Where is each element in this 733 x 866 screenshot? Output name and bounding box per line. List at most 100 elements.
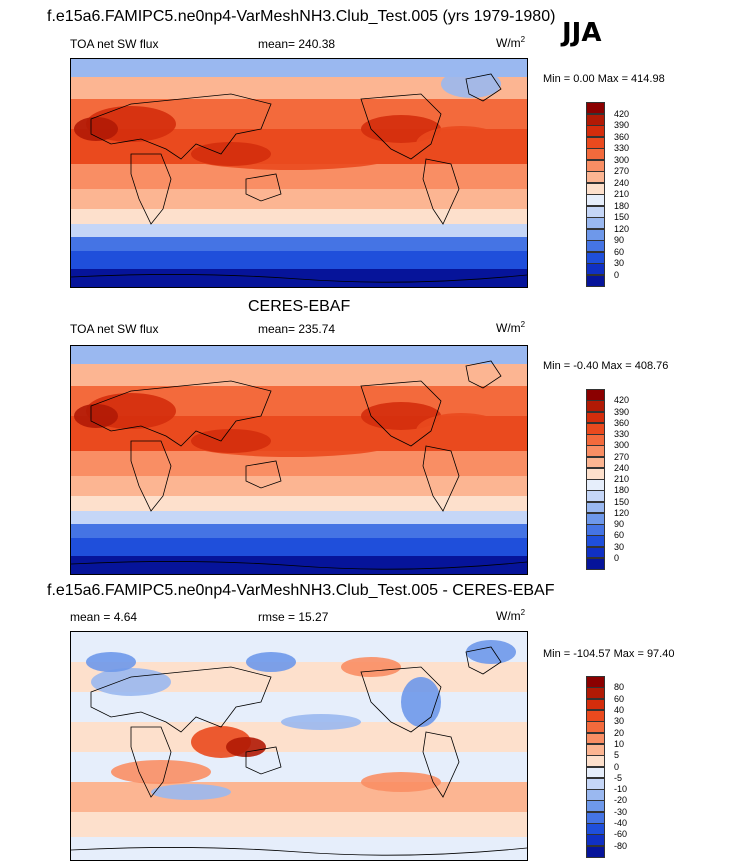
colorbar-tick-label: 80 <box>614 682 625 693</box>
map-band <box>71 77 527 99</box>
map-field-patch <box>111 760 211 784</box>
colorbar-cell <box>586 755 605 767</box>
colorbar-tick-label: -30 <box>614 806 628 817</box>
colorbar-cell <box>586 557 605 570</box>
colorbar-cell <box>586 687 605 700</box>
colorbar-tick-label: 30 <box>614 716 625 727</box>
panel3-title: f.e15a6.FAMIPC5.ne0np4-VarMeshNH3.Club_T… <box>47 582 555 599</box>
colorbar-cell <box>586 743 605 756</box>
colorbar-tick-label: 420 <box>614 395 630 406</box>
map-band <box>71 269 527 287</box>
map-field-patch <box>226 737 266 757</box>
colorbar-tick-label: 240 <box>614 462 630 473</box>
colorbar-tick-label: 150 <box>614 496 630 507</box>
panel3-map-svg <box>71 632 527 860</box>
map-band <box>71 782 527 812</box>
coastline <box>71 561 527 570</box>
colorbar-cell <box>586 411 605 424</box>
colorbar-cell <box>586 501 605 514</box>
map-band <box>71 476 527 496</box>
colorbar-tick-label: -80 <box>614 840 628 851</box>
colorbar-tick-label: 90 <box>614 235 625 245</box>
coastline <box>360 93 442 160</box>
colorbar-tick-label: -10 <box>614 784 628 795</box>
colorbar-tick-label: 360 <box>614 417 630 428</box>
coastline <box>130 153 172 225</box>
map-field-patch <box>74 404 118 428</box>
map-field-patch <box>191 429 271 453</box>
coastline <box>465 73 502 102</box>
colorbar-tick-label: 60 <box>614 246 625 257</box>
colorbar-cell <box>586 800 605 813</box>
colorbar-tick-label: 30 <box>614 541 625 552</box>
map-band <box>71 511 527 524</box>
map-band <box>71 189 527 209</box>
panel3-rmse-label: rmse = 15.27 <box>258 610 329 624</box>
map-band <box>71 837 527 860</box>
colorbar-tick-label: 30 <box>614 258 625 268</box>
colorbar-tick-label: 210 <box>614 189 630 199</box>
coastline <box>130 726 172 798</box>
panel3-minmax: Min = -104.57 Max = 97.40 <box>543 648 675 660</box>
map-field-patch <box>466 640 516 664</box>
colorbar-cell <box>586 400 605 412</box>
colorbar-cell <box>586 789 605 801</box>
coastline <box>465 646 502 675</box>
colorbar-cell <box>586 182 605 195</box>
panel2-units: W/m2 <box>496 320 526 335</box>
map-band <box>71 209 527 224</box>
coastline <box>360 666 442 733</box>
coastline <box>245 173 282 202</box>
colorbar-cell <box>586 194 605 206</box>
map-field-patch <box>74 117 118 141</box>
colorbar-cell <box>586 834 605 847</box>
map-band <box>71 237 527 251</box>
map-field-patch <box>341 657 401 677</box>
map-band <box>71 364 527 386</box>
colorbar-cell <box>586 274 605 287</box>
panel3-colorbar <box>586 676 605 858</box>
colorbar-cell <box>586 445 605 457</box>
colorbar-cell <box>586 698 605 711</box>
colorbar-tick-label: 300 <box>614 440 630 451</box>
map-field-patch <box>416 413 506 449</box>
colorbar-cell <box>586 676 605 688</box>
colorbar-cell <box>586 228 605 241</box>
coastline <box>245 746 282 775</box>
colorbar-tick-label: 210 <box>614 474 630 484</box>
panel1-units: W/m2 <box>496 35 526 50</box>
colorbar-tick-label: 90 <box>614 519 625 529</box>
colorbar-tick-label: 120 <box>614 223 630 234</box>
colorbar-cell <box>586 422 605 435</box>
colorbar-tick-label: 270 <box>614 451 630 462</box>
map-field-patch <box>151 784 231 800</box>
map-band <box>71 632 527 662</box>
panel1-map-svg <box>71 59 527 287</box>
coastline <box>422 731 460 798</box>
colorbar-cell <box>586 171 605 183</box>
colorbar-tick-label: 420 <box>614 108 630 119</box>
map-field-patch <box>416 126 506 162</box>
colorbar-cell <box>586 535 605 547</box>
colorbar-tick-label: 120 <box>614 507 630 518</box>
colorbar-tick-label: -5 <box>614 772 623 783</box>
colorbar-cell <box>586 777 605 790</box>
colorbar-tick-label: 360 <box>614 131 630 142</box>
map-band <box>71 224 527 237</box>
map-field-patch <box>361 772 441 792</box>
map-band <box>71 496 527 511</box>
colorbar-cell <box>586 845 605 858</box>
panel2-title: CERES-EBAF <box>248 298 351 315</box>
colorbar-cell <box>586 732 605 745</box>
colorbar-tick-label: -60 <box>614 829 628 840</box>
season-label: JJA <box>562 18 602 48</box>
coastline <box>90 666 272 733</box>
colorbar-tick-label: 5 <box>614 750 620 761</box>
panel1-mean-label: mean= 240.38 <box>258 37 336 51</box>
colorbar-cell <box>586 389 605 401</box>
colorbar-cell <box>586 721 605 734</box>
colorbar-cell <box>586 148 605 160</box>
colorbar-tick-label: 330 <box>614 143 630 153</box>
colorbar-tick-label: 390 <box>614 120 630 130</box>
map-field-patch <box>441 70 501 98</box>
